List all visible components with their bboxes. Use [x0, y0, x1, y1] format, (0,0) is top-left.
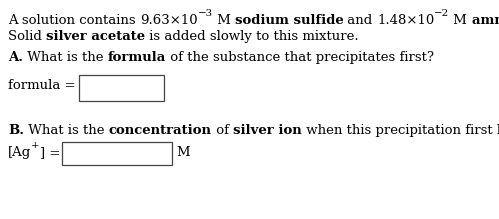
Text: [Ag: [Ag — [8, 146, 31, 159]
Text: Solid: Solid — [8, 30, 46, 43]
Bar — [79, 75, 164, 101]
Text: M: M — [176, 146, 190, 159]
Text: is added slowly to this mixture.: is added slowly to this mixture. — [145, 30, 359, 43]
Text: formula: formula — [108, 51, 166, 64]
Text: A.: A. — [8, 51, 23, 64]
Text: What is the: What is the — [23, 51, 108, 64]
Text: silver acetate: silver acetate — [46, 30, 145, 43]
Text: of the substance that precipitates first?: of the substance that precipitates first… — [166, 51, 434, 64]
Text: 1.48×10: 1.48×10 — [377, 14, 434, 27]
Text: sodium sulfide: sodium sulfide — [235, 14, 343, 27]
Text: M: M — [213, 14, 235, 27]
Text: ] =: ] = — [40, 146, 60, 159]
Text: and: and — [343, 14, 377, 27]
Text: 9.63×10: 9.63×10 — [140, 14, 198, 27]
Text: concentration: concentration — [109, 124, 212, 137]
Text: What is the: What is the — [24, 124, 109, 137]
Text: B.: B. — [8, 124, 24, 137]
Text: A solution contains: A solution contains — [8, 14, 140, 27]
Text: silver ion: silver ion — [233, 124, 302, 137]
Text: M: M — [450, 14, 472, 27]
Text: −2: −2 — [434, 9, 450, 18]
Text: of: of — [212, 124, 233, 137]
Text: formula =: formula = — [8, 79, 76, 92]
Bar — [62, 142, 172, 165]
Text: when this precipitation first begins?: when this precipitation first begins? — [302, 124, 499, 137]
Text: −3: −3 — [198, 9, 213, 18]
Text: +: + — [31, 141, 40, 150]
Text: ammonium iodide: ammonium iodide — [472, 14, 499, 27]
